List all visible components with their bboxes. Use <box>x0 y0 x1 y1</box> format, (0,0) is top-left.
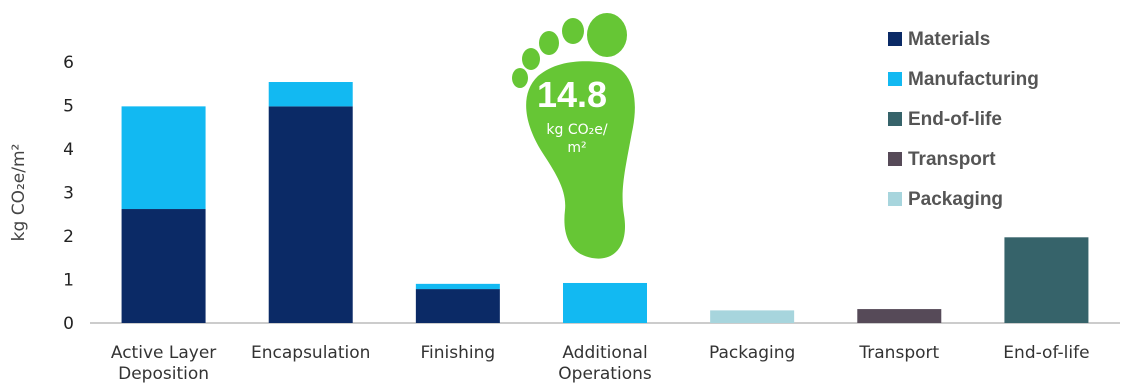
y-tick-label: 4 <box>63 140 74 160</box>
y-axis-label: kg CO₂e/m² <box>9 144 29 242</box>
footprint-toe <box>562 18 584 44</box>
category-label: Transport <box>858 343 939 363</box>
footprint-icon <box>512 13 635 259</box>
legend-label: End-of-life <box>908 109 1002 130</box>
category-label: Additional <box>562 343 647 363</box>
category-label: End-of-life <box>1003 343 1089 363</box>
y-tick-label: 3 <box>63 184 74 204</box>
y-tick-label: 0 <box>63 314 74 334</box>
footprint-toe <box>587 13 627 57</box>
bar-segment <box>1004 237 1089 323</box>
bar-segment <box>710 310 795 323</box>
footprint-unit-line2: m² <box>567 140 586 156</box>
footprint-toe <box>539 31 559 55</box>
footprint-badge: 14.8 kg CO₂e/ m² <box>512 13 635 259</box>
footprint-toe <box>522 48 540 70</box>
legend-swatch <box>888 72 902 86</box>
bars <box>121 82 1089 324</box>
y-tick-label: 5 <box>63 97 74 117</box>
y-tick-label: 6 <box>63 53 74 73</box>
legend-swatch <box>888 192 902 206</box>
legend: Materials Manufacturing End-of-life Transpo… <box>888 29 1039 210</box>
footprint-toe <box>512 68 528 88</box>
legend-swatch <box>888 32 902 46</box>
legend-label: Manufacturing <box>908 69 1039 90</box>
legend-label: Packaging <box>908 189 1003 210</box>
category-label: Active Layer <box>111 343 216 363</box>
bar-segment <box>121 106 206 210</box>
bar-segment <box>268 82 353 107</box>
legend-swatch <box>888 112 902 126</box>
bar-segment <box>268 106 353 324</box>
bar-segment <box>563 282 647 323</box>
footprint-sole <box>526 61 635 259</box>
category-label: Packaging <box>709 343 795 363</box>
category-label: Finishing <box>421 343 496 363</box>
y-tick-label: 2 <box>63 227 74 247</box>
bar-segment <box>121 209 206 323</box>
legend-label: Transport <box>908 149 996 170</box>
category-label: Encapsulation <box>251 343 370 363</box>
legend-swatch <box>888 152 902 166</box>
category-label: Deposition <box>118 364 209 384</box>
footprint-unit-line1: kg CO₂e/ <box>546 122 607 138</box>
footprint-value: 14.8 <box>537 74 607 115</box>
bar-segment <box>857 309 942 323</box>
legend-label: Materials <box>908 29 990 50</box>
y-tick-label: 1 <box>63 271 74 291</box>
y-axis-label-group: kg CO₂e/m² <box>9 144 29 242</box>
category-label: Operations <box>558 364 652 384</box>
bar-segment <box>415 289 500 323</box>
bar-segment <box>415 283 500 290</box>
y-axis-ticks: 0 1 2 3 4 5 6 <box>63 53 74 334</box>
